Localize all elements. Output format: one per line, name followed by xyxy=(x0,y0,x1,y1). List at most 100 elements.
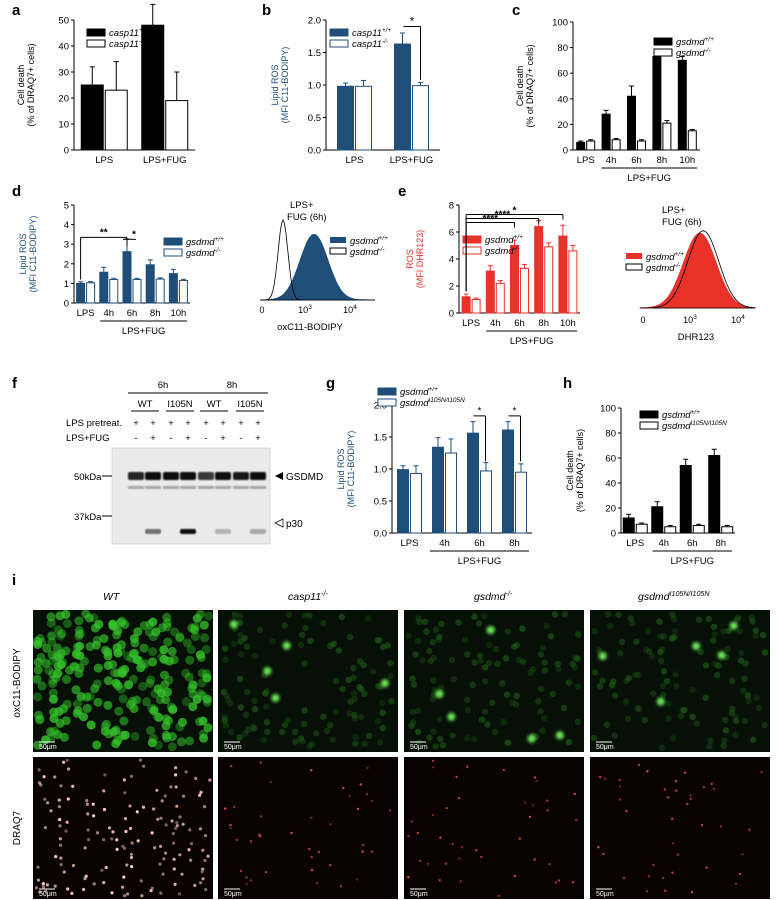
nucleus xyxy=(310,856,313,859)
nucleus xyxy=(153,846,157,850)
nucleus xyxy=(159,891,163,895)
cell xyxy=(607,622,614,630)
cell xyxy=(632,671,639,678)
cell xyxy=(182,638,192,648)
genotype-superscript: +/+ xyxy=(139,27,149,34)
cell xyxy=(414,707,421,714)
nucleus xyxy=(172,841,176,845)
cell xyxy=(591,628,598,635)
cell xyxy=(645,628,652,635)
sign: + xyxy=(255,418,261,429)
nucleus xyxy=(671,871,674,874)
x-tick-label: 8h xyxy=(715,538,726,549)
tick-superscript: 4 xyxy=(353,304,357,311)
nucleus xyxy=(438,879,441,882)
nucleus xyxy=(712,787,716,791)
sig-star: * xyxy=(410,16,415,28)
x-tick-label: 10h xyxy=(170,308,186,319)
histogram-gsdmd-ko xyxy=(260,218,375,301)
cell xyxy=(263,719,271,726)
cell xyxy=(190,632,200,641)
nucleus xyxy=(348,794,351,798)
cell xyxy=(365,732,373,739)
cell xyxy=(55,611,65,621)
nucleus xyxy=(230,765,233,768)
bar xyxy=(485,270,495,314)
nucleus xyxy=(85,799,89,803)
cell xyxy=(149,706,159,716)
scale-label: 50μm xyxy=(596,891,614,898)
cell xyxy=(761,721,768,729)
cell xyxy=(145,678,155,688)
bar xyxy=(132,278,142,304)
cell xyxy=(722,716,729,723)
genotype-superscript: -/- xyxy=(321,590,328,598)
genotype-superscript: +/+ xyxy=(382,27,392,34)
nucleus xyxy=(618,785,621,788)
cell xyxy=(485,659,493,667)
y-axis-label: (MFI C11-BODIPY) xyxy=(28,216,38,293)
cell xyxy=(301,720,308,728)
nucleus xyxy=(158,862,162,866)
cell xyxy=(429,696,437,703)
row-label: DRAQ7 xyxy=(12,810,23,845)
nucleus xyxy=(662,876,665,880)
nucleus xyxy=(316,882,319,885)
nucleus xyxy=(135,810,139,814)
draq7-image xyxy=(404,757,584,899)
draq7-image xyxy=(218,757,398,899)
cell xyxy=(541,667,549,674)
cell xyxy=(335,647,342,654)
cell xyxy=(49,713,59,723)
nucleus xyxy=(174,766,178,770)
genotype-superscript: -/- xyxy=(705,47,711,54)
cell xyxy=(738,649,745,656)
nucleus xyxy=(128,804,132,808)
nucleus xyxy=(249,840,253,843)
mw-marker: 50kDa xyxy=(74,472,102,483)
gene-name: casp11 xyxy=(352,39,382,50)
cell-layer xyxy=(405,610,582,750)
y-tick-label: 0 xyxy=(64,146,69,157)
legend-swatch xyxy=(329,39,349,48)
p30-band xyxy=(180,529,196,534)
nucleus xyxy=(690,891,694,894)
panel-letter-c: c xyxy=(512,2,520,19)
nucleus xyxy=(163,794,167,798)
column-label: casp11-/- xyxy=(288,590,328,603)
cell xyxy=(710,623,718,630)
x-tick-label: LPS xyxy=(346,155,364,166)
cell xyxy=(46,612,56,622)
x-tick-label: 6h xyxy=(687,538,698,549)
cell xyxy=(132,695,142,705)
y-tick-label: 50 xyxy=(58,16,69,27)
cell xyxy=(181,668,191,678)
bar xyxy=(412,85,429,151)
timepoint-label: 8h xyxy=(227,380,238,391)
cell xyxy=(138,681,148,691)
cell xyxy=(551,611,559,618)
cell xyxy=(279,728,286,736)
cell xyxy=(91,623,100,633)
x-tick-label: 6h xyxy=(474,538,485,549)
cell xyxy=(245,726,252,734)
cell xyxy=(163,716,173,726)
cell xyxy=(430,677,437,684)
nucleus xyxy=(66,797,70,801)
p30-arrow xyxy=(274,518,284,528)
bar xyxy=(76,282,86,304)
cell xyxy=(222,722,230,729)
cell xyxy=(93,697,103,707)
scale-label: 50μm xyxy=(39,744,57,751)
cell xyxy=(56,649,66,659)
sign: + xyxy=(185,433,191,444)
panel-letter-h: h xyxy=(563,375,572,392)
cell xyxy=(103,660,113,670)
legend-label: gsdmdI105N/I105N xyxy=(662,420,727,432)
group-label: LPS+FUG xyxy=(670,556,714,567)
cell xyxy=(714,671,721,679)
cell xyxy=(379,709,386,716)
bar xyxy=(104,89,128,151)
nucleus xyxy=(172,857,176,861)
cell xyxy=(41,658,51,668)
